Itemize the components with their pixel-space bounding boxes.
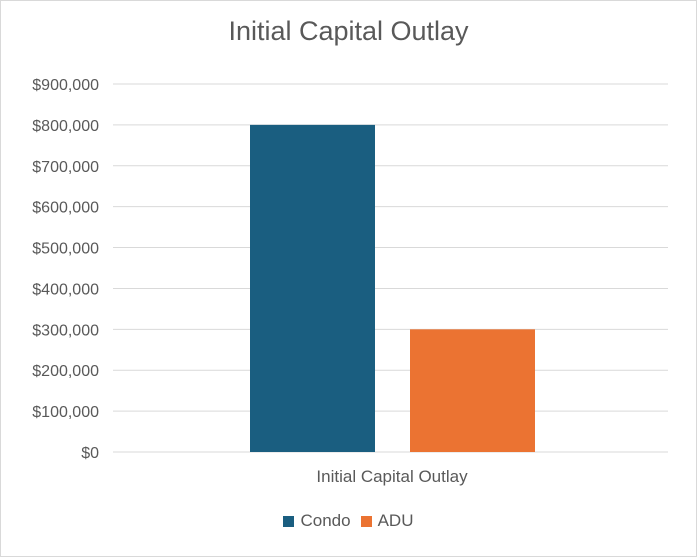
- y-tick-label: $800,000: [32, 118, 99, 135]
- bar-adu: [410, 329, 535, 452]
- y-tick-label: $900,000: [32, 77, 99, 94]
- y-tick-label: $200,000: [32, 363, 99, 380]
- chart-legend: Condo ADU: [0, 511, 697, 531]
- y-tick-label: $500,000: [32, 241, 99, 258]
- legend-item-adu: ADU: [360, 511, 414, 531]
- y-tick-label: $400,000: [32, 281, 99, 298]
- legend-item-condo: Condo: [283, 511, 351, 531]
- bar-condo: [250, 124, 375, 452]
- legend-label-condo: Condo: [300, 511, 351, 530]
- legend-label-adu: ADU: [377, 511, 414, 530]
- legend-swatch-condo: [283, 515, 295, 527]
- y-tick-label: $300,000: [32, 322, 99, 339]
- chart-title: Initial Capital Outlay: [228, 16, 469, 46]
- y-tick-label: $600,000: [32, 200, 99, 217]
- legend-swatch-adu: [360, 515, 372, 527]
- x-category-label: Initial Capital Outlay: [316, 467, 468, 486]
- y-tick-label: $0: [81, 445, 99, 462]
- y-tick-label: $700,000: [32, 159, 99, 176]
- y-tick-label: $100,000: [32, 404, 99, 421]
